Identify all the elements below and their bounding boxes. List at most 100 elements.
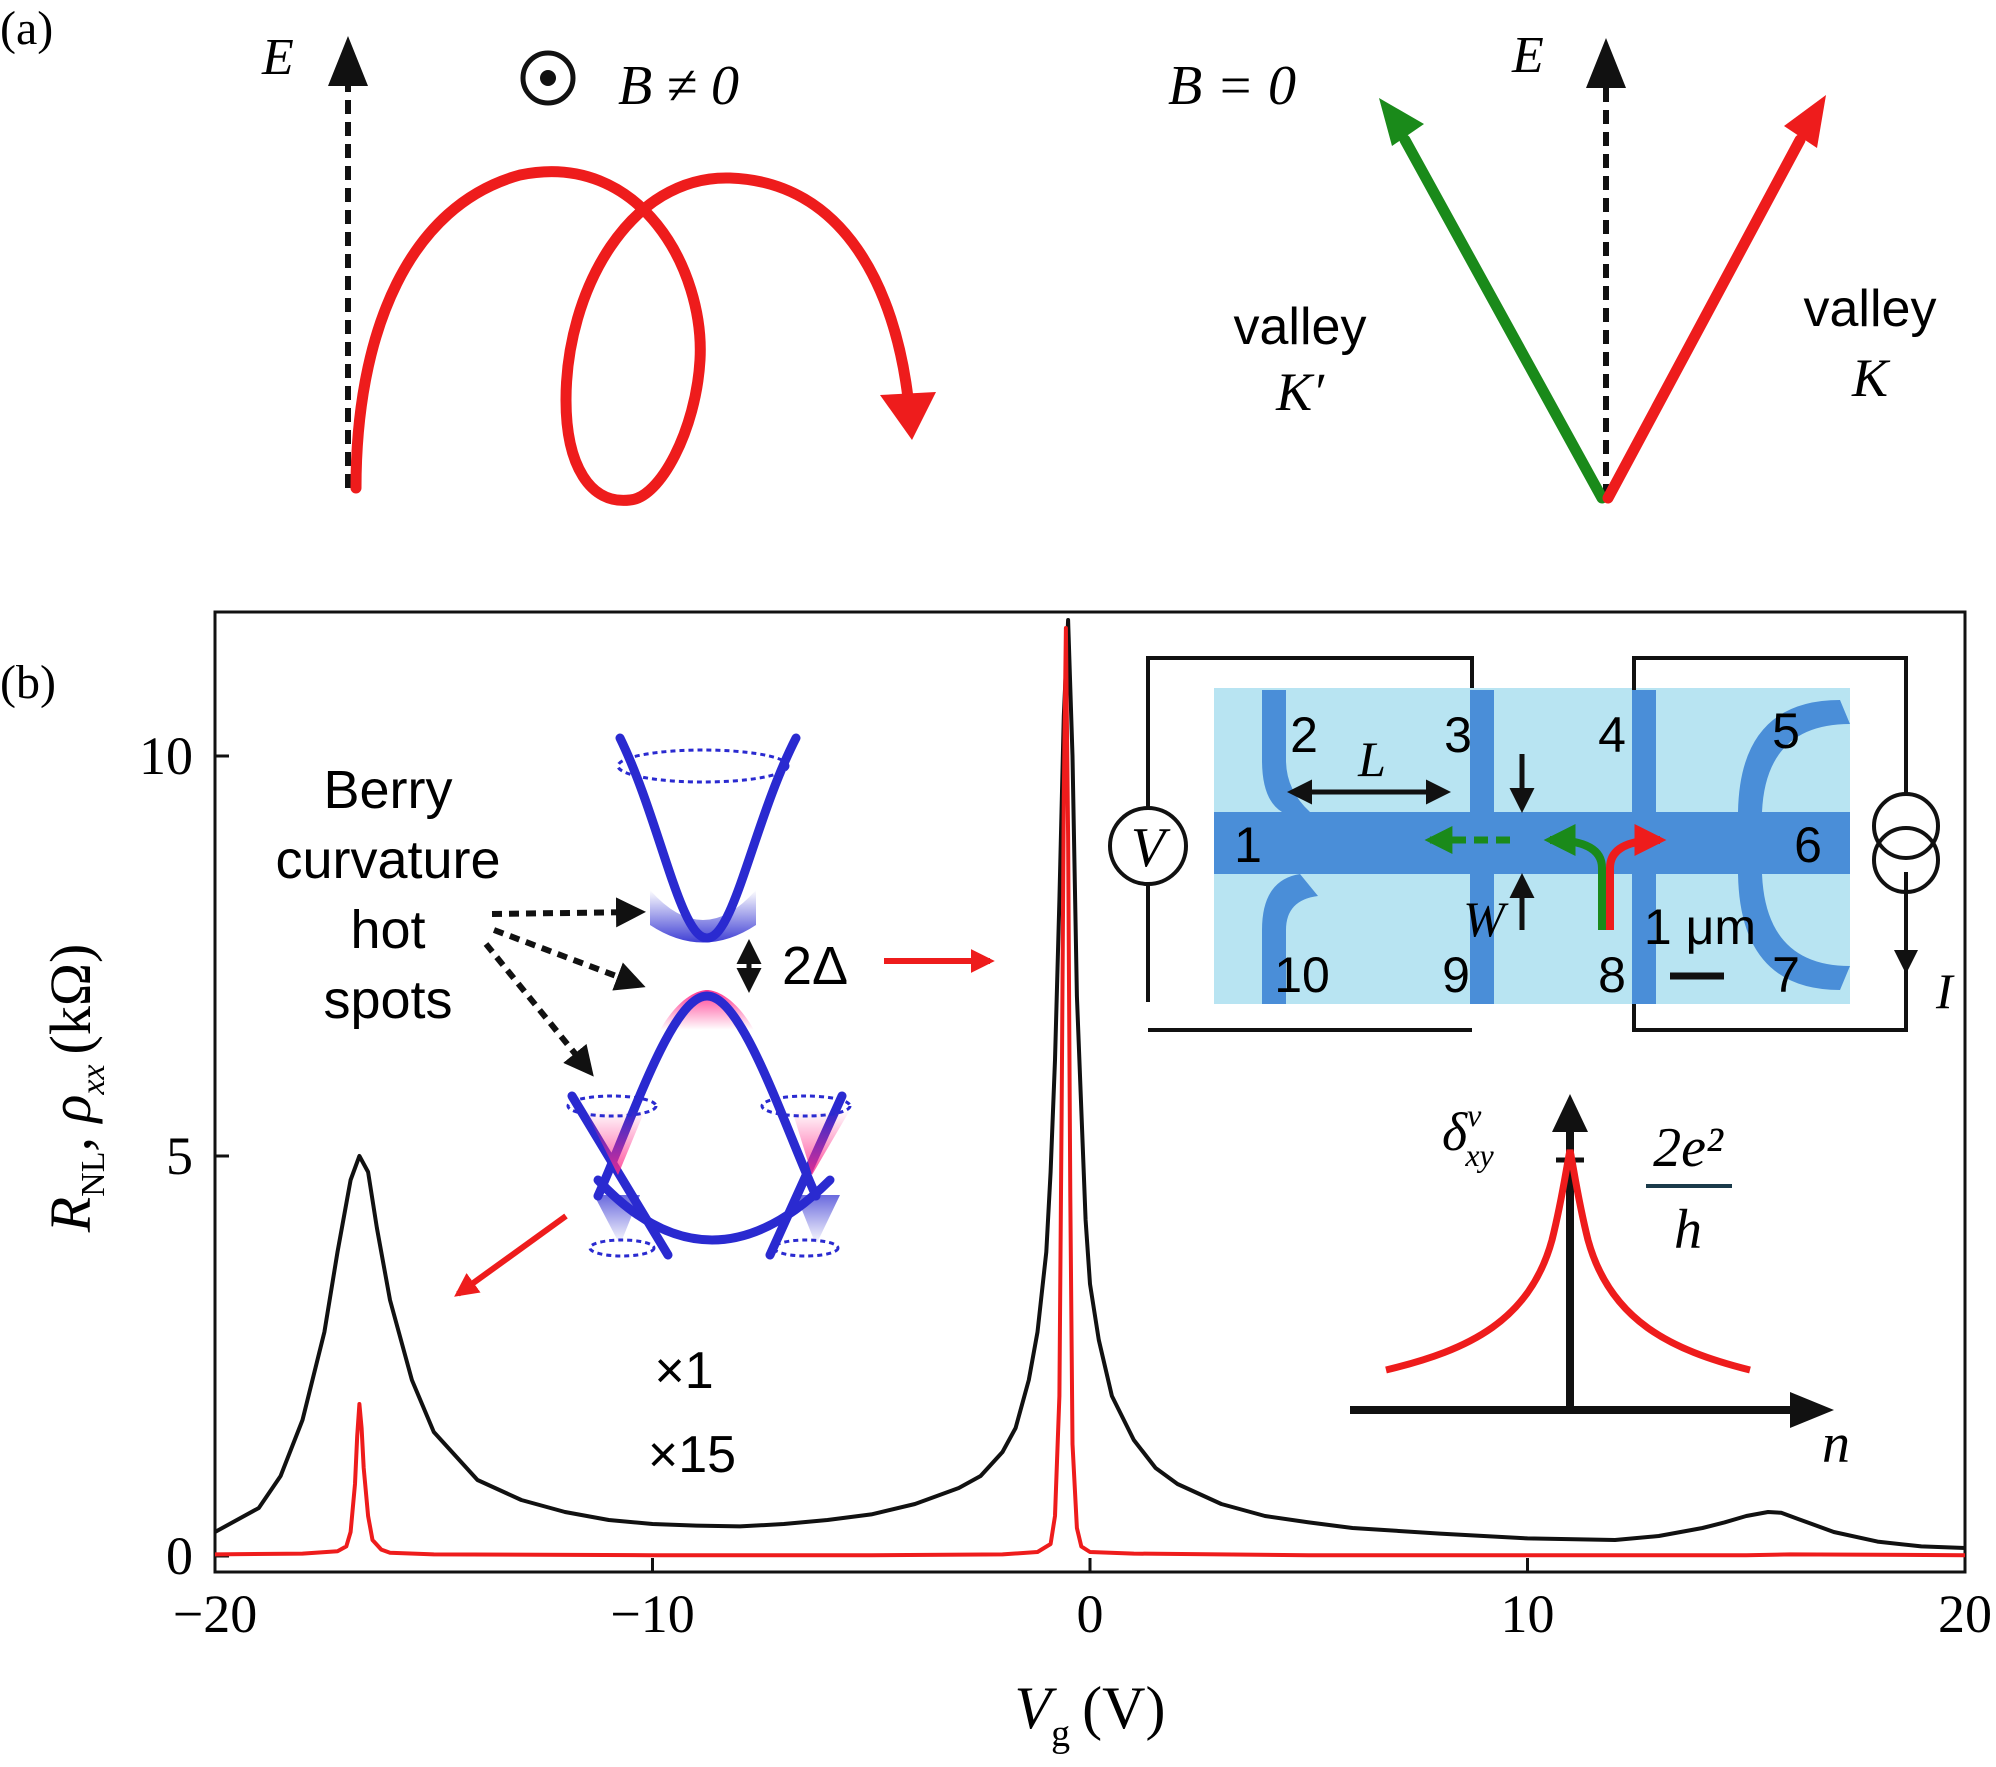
lead-9 <box>1470 874 1494 1004</box>
x-tick-label: 0 <box>1077 1584 1104 1644</box>
left-cone-hotspot-lower <box>594 1195 640 1245</box>
hall-inset-x-arrowhead <box>1790 1392 1834 1428</box>
pointer-arrow-upper-band <box>491 897 646 928</box>
current-label: I <box>1935 963 1955 1019</box>
panel-b-label: (b) <box>0 656 56 709</box>
y-axis-symbol: R <box>38 1197 103 1233</box>
lead-2-upper <box>1262 690 1310 812</box>
length-label: L <box>1357 731 1386 787</box>
kprime-turning-arrow <box>1543 824 1606 930</box>
berry-curvature-annotation: Berry curvature hot spots <box>275 760 646 1077</box>
terminal-3: 3 <box>1444 707 1472 763</box>
right-cone-ring-top <box>760 1094 852 1118</box>
voltmeter-label: V <box>1131 817 1171 879</box>
y-tick-label: 5 <box>166 1126 193 1186</box>
pointer-arrow-lower-band <box>492 927 646 991</box>
axes: −20 −10 0 10 20 0 5 10 <box>139 726 1992 1644</box>
hall-y-subscript: xy <box>1464 1137 1494 1173</box>
valley-kprime-arrow-line <box>1399 134 1608 504</box>
hall-conductivity-inset: δv xy 2e² h n <box>1350 1094 1850 1475</box>
hall-inset-y-arrowhead <box>1552 1094 1588 1132</box>
x-tick-label: 20 <box>1938 1584 1992 1644</box>
lead-5 <box>1738 700 1850 812</box>
lead-4 <box>1632 690 1656 812</box>
terminal-7: 7 <box>1772 947 1800 1003</box>
hall-y-axis-label: δv xy <box>1442 1097 1495 1173</box>
left-cone-ring-bottom <box>588 1238 656 1258</box>
energy-axis-label-right: E <box>1511 27 1544 84</box>
x-tick-label: −10 <box>610 1584 694 1644</box>
upper-band-hotspot <box>650 890 756 943</box>
left-cone-ring-top <box>566 1094 658 1118</box>
pointer-arrow-side-cone <box>483 942 594 1077</box>
lead-2-lower <box>1262 874 1318 1004</box>
quantum-denominator: h <box>1674 1199 1702 1261</box>
orbit-arrowhead <box>880 392 936 440</box>
terminal-10: 10 <box>1274 947 1330 1003</box>
hall-x-axis-label: n <box>1822 1413 1850 1475</box>
energy-axis-label: E <box>261 29 294 86</box>
berry-text-line4: spots <box>323 970 452 1030</box>
x-tick-label: −20 <box>173 1584 257 1644</box>
series-rho-xx-line <box>215 618 1965 1550</box>
berry-text-line2: curvature <box>275 830 500 890</box>
field-label-nonzero: B ≠ 0 <box>618 55 739 117</box>
terminal-9: 9 <box>1442 947 1470 1003</box>
device-channel <box>1214 812 1850 874</box>
hall-y-symbol: δ <box>1442 1102 1468 1162</box>
quantum-numerator: 2e² <box>1653 1117 1724 1179</box>
terminal-2: 2 <box>1290 707 1318 763</box>
lower-band-hotspot <box>660 990 754 1030</box>
x-tick-label: 10 <box>1501 1584 1555 1644</box>
lead-8 <box>1632 874 1656 1004</box>
current-wire-top <box>1632 656 1908 800</box>
valley-k-arrowhead <box>1784 95 1826 148</box>
multiplier-red-label: ×15 <box>648 1426 736 1484</box>
x-axis-symbol: V <box>1015 1675 1058 1741</box>
right-cone-hotspot-lower <box>796 1195 840 1245</box>
series-r-nl-line <box>215 626 1965 1558</box>
energy-axis-arrowhead-right <box>1586 38 1626 88</box>
valley-k-arrow-line <box>1602 134 1806 504</box>
width-label: W <box>1463 891 1509 947</box>
y-axis-rho: , ρ <box>38 1095 103 1152</box>
panel-a-label: (a) <box>0 2 53 55</box>
band-structure-diagram: 2Δ ×1 ×15 <box>454 733 995 1484</box>
terminal-6: 6 <box>1794 817 1822 873</box>
current-source-circle-2 <box>1872 826 1940 894</box>
berry-text-line3: hot <box>350 900 425 960</box>
lead-3 <box>1470 690 1494 812</box>
x-axis-subscript: g <box>1051 1713 1070 1755</box>
valley-kprime-name: K′ <box>1275 362 1325 422</box>
terminal-8: 8 <box>1598 947 1626 1003</box>
cyclotron-orbit-curve <box>350 166 914 506</box>
valley-k-word: valley <box>1804 280 1937 338</box>
right-cone-ring-bottom <box>772 1238 840 1258</box>
y-tick-label: 10 <box>139 726 193 786</box>
left-cone-line-1 <box>567 1091 673 1260</box>
panel-a: (a) E B ≠ 0 E B = 0 valley K′ <box>0 2 1937 506</box>
energy-axis-arrowhead <box>328 36 368 86</box>
terminal-5: 5 <box>1772 703 1800 759</box>
multiplier-black-label: ×1 <box>654 1342 713 1400</box>
lead-7 <box>1738 874 1850 990</box>
device-inset: V I 1 2 3 4 5 6 7 8 9 10 L W 1 μm <box>1108 656 1955 1032</box>
y-axis-subscript-xx: xx <box>75 1064 112 1095</box>
right-cone-hotspot <box>792 1110 850 1175</box>
gap-label: 2Δ <box>782 936 848 996</box>
x-axis-title: Vg (V) <box>1015 1675 1166 1755</box>
current-direction-arrowhead <box>1894 950 1918 974</box>
terminal-1: 1 <box>1234 817 1262 873</box>
upper-band-fermi-ring <box>616 748 790 784</box>
hall-conductivity-curve <box>1385 1149 1751 1374</box>
berry-text-line1: Berry <box>323 760 452 820</box>
field-label-zero: B = 0 <box>1168 55 1296 117</box>
y-axis-subscript-nl: NL <box>75 1152 112 1197</box>
hall-y-superscript: v <box>1467 1097 1482 1133</box>
upper-band-curve <box>615 733 801 943</box>
valley-kprime-word: valley <box>1234 298 1367 356</box>
magnetic-field-out-of-plane-icon <box>520 50 576 106</box>
x-axis-unit: (V) <box>1082 1675 1165 1741</box>
panel-a-left: E B ≠ 0 <box>261 29 936 506</box>
